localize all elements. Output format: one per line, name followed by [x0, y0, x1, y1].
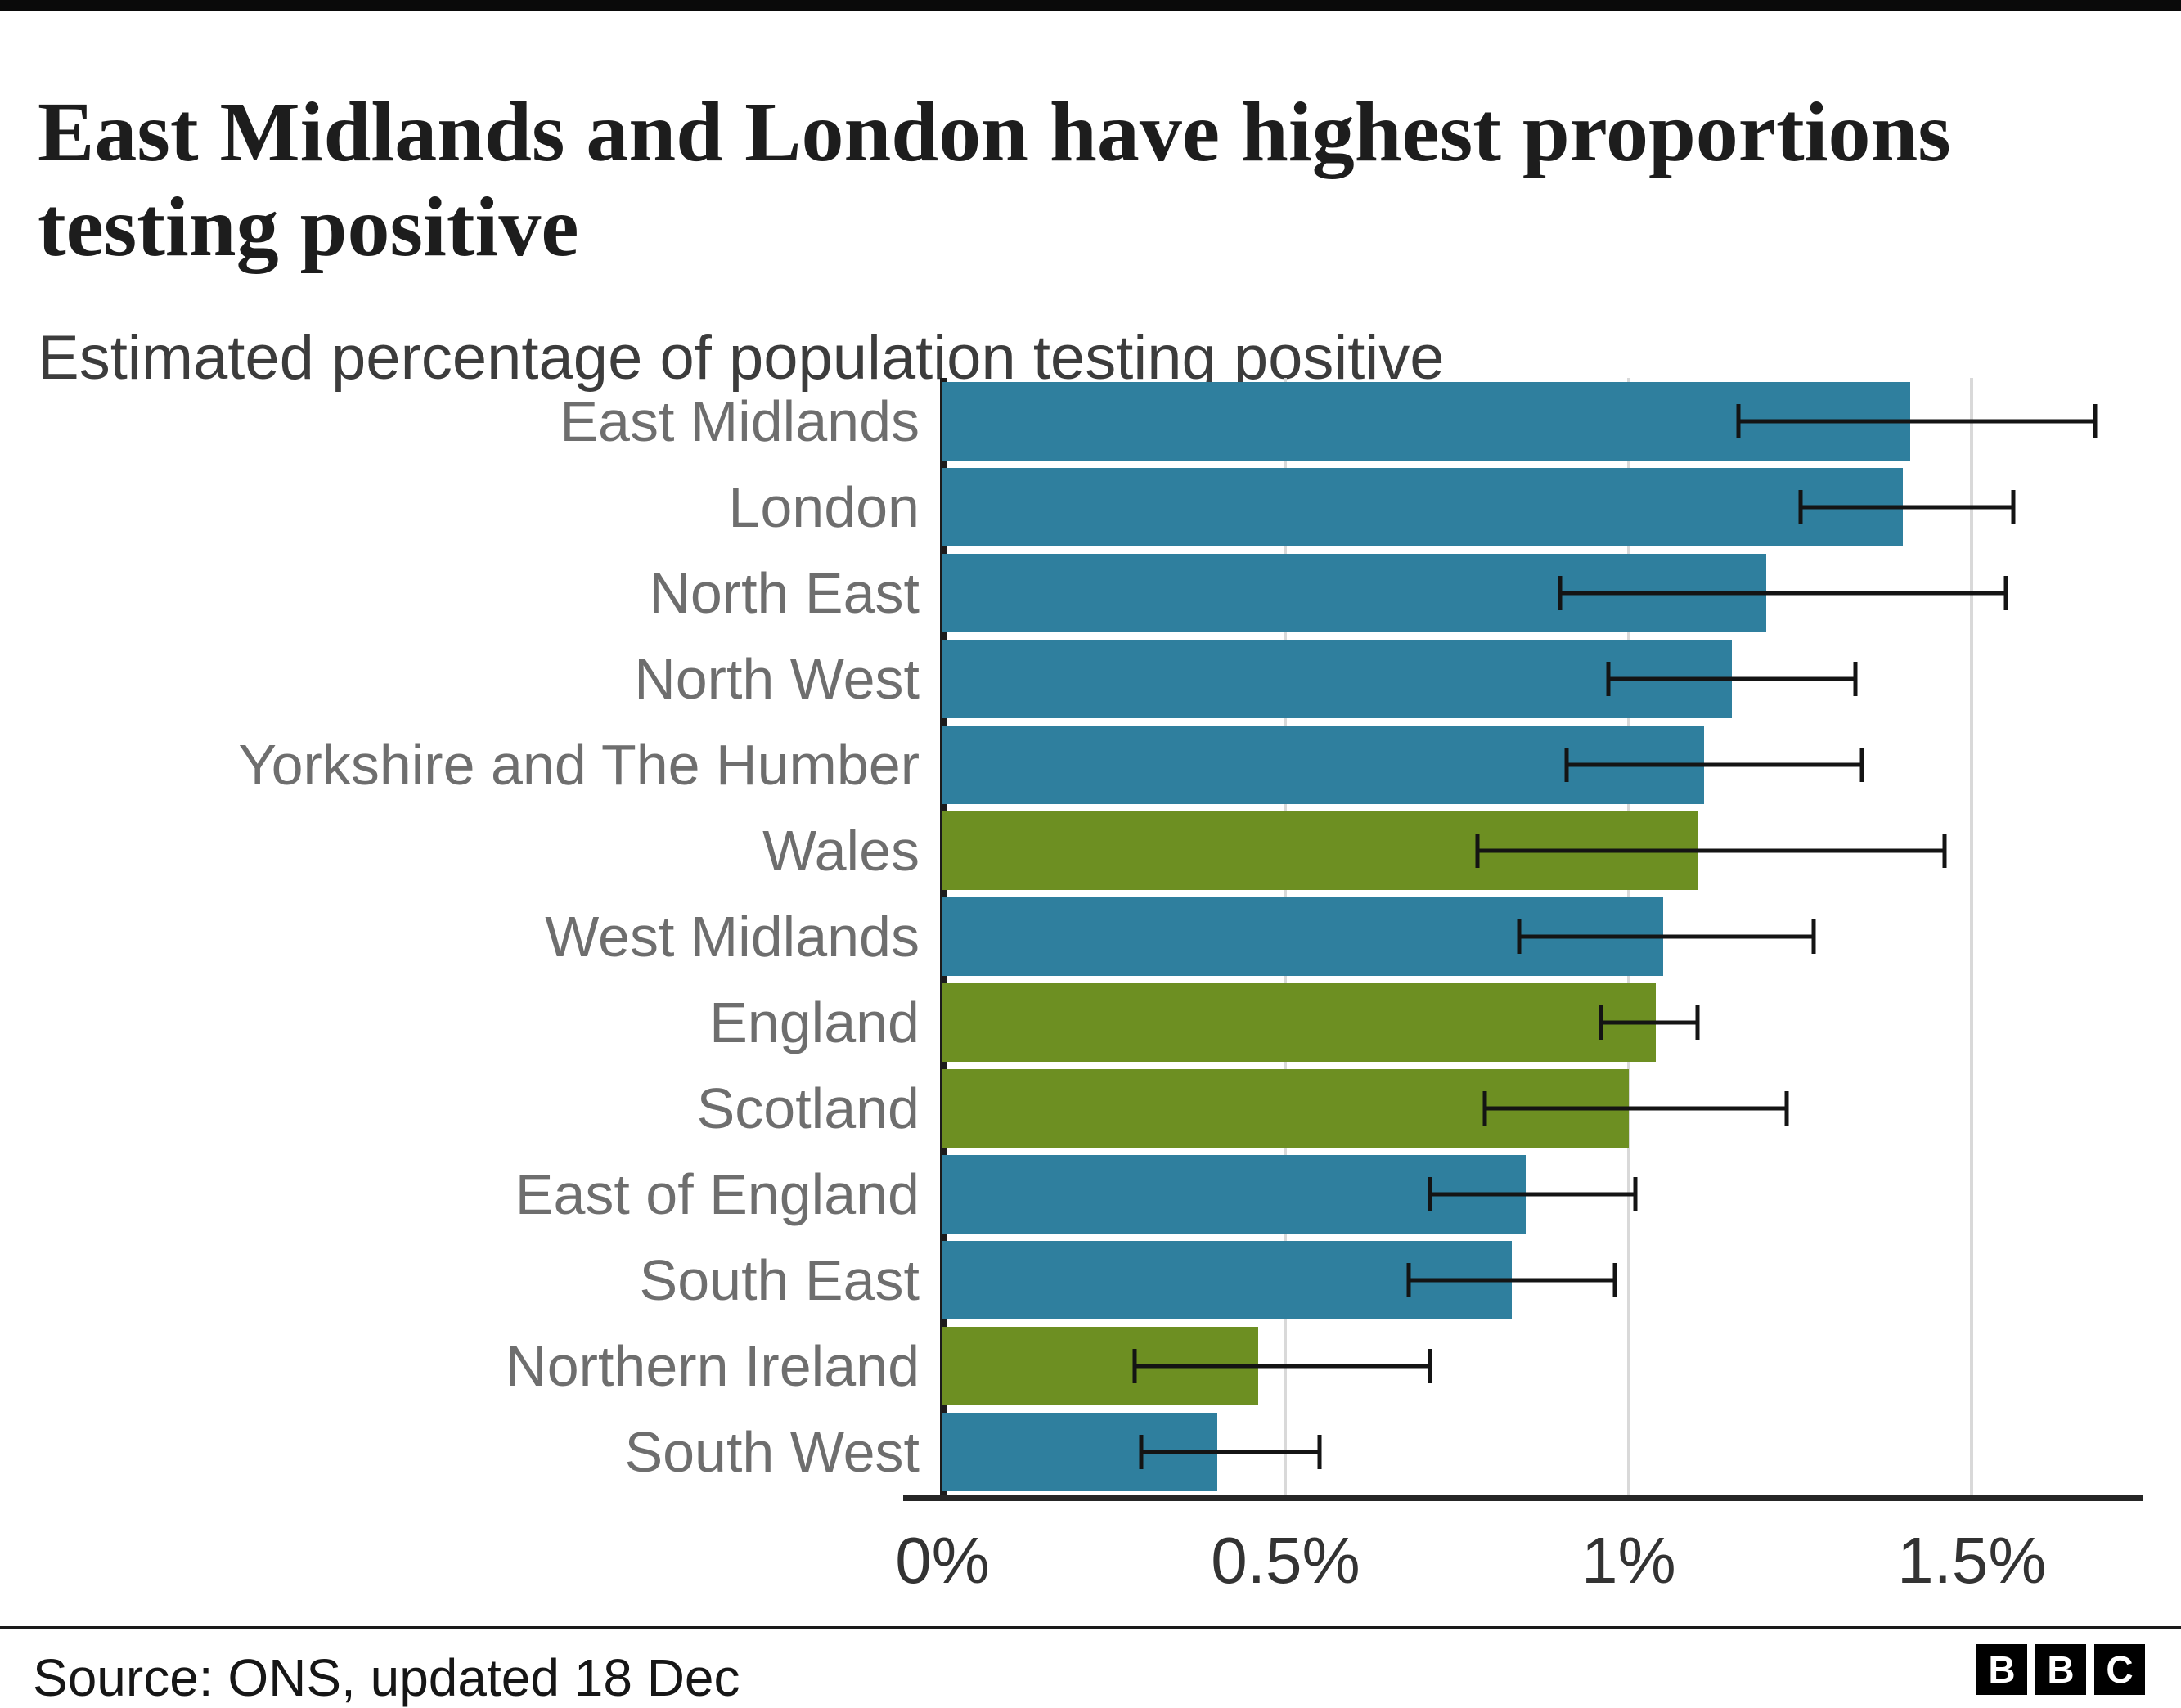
error-bar-cap [1859, 747, 1864, 782]
category-label: South East [639, 1247, 920, 1312]
chart-row: England [0, 979, 2143, 1065]
error-bar-cap [1798, 489, 1803, 524]
chart-row: London [0, 464, 2143, 550]
bar [942, 983, 1657, 1062]
plot-cell [942, 1409, 2143, 1494]
plot-cell [942, 550, 2143, 636]
error-bar-cap [1139, 1434, 1144, 1469]
chart-row: South West [0, 1409, 2143, 1494]
x-tick-label: 0% [895, 1524, 990, 1597]
error-bar-cap [1612, 1262, 1617, 1297]
error-bar [1518, 934, 1815, 938]
plot-cell [942, 464, 2143, 550]
chart-row: West Midlands [0, 893, 2143, 979]
bar-chart: East Midlands London North East North West Y… [0, 378, 2143, 1494]
error-bar-cap [1428, 1176, 1432, 1211]
error-bar-cap [1564, 747, 1569, 782]
x-axis-line [903, 1494, 2143, 1501]
plot-cell [942, 1323, 2143, 1409]
bbc-logo-block: B [1976, 1644, 2027, 1695]
error-bar-cap [1599, 1005, 1603, 1040]
chart-row: South East [0, 1237, 2143, 1323]
category-label: Yorkshire and The Humber [238, 732, 920, 797]
plot-cell [942, 893, 2143, 979]
error-bar-cap [1606, 661, 1611, 696]
category-label: Scotland [696, 1076, 920, 1140]
plot-cell [942, 1065, 2143, 1151]
bbc-logo-block: C [2094, 1644, 2145, 1695]
plot-cell [942, 636, 2143, 721]
error-bar-cap [1428, 1348, 1432, 1383]
error-bar [1608, 676, 1855, 681]
category-label: North West [634, 646, 920, 711]
plot-cell [942, 1237, 2143, 1323]
bbc-logo-block: B [2035, 1644, 2086, 1695]
error-bar-cap [2011, 489, 2016, 524]
error-bar-cap [1633, 1176, 1638, 1211]
error-bar [1567, 762, 1863, 766]
x-tick-label: 1% [1581, 1524, 1676, 1597]
error-bar [1800, 505, 2013, 509]
top-black-bar [0, 0, 2181, 11]
chart-row: Northern Ireland [0, 1323, 2143, 1409]
error-bar [1738, 419, 2096, 423]
chart-subtitle: Estimated percentage of population testi… [38, 323, 1445, 393]
bar [942, 468, 1904, 546]
error-bar-cap [2003, 575, 2008, 610]
error-bar-cap [1558, 575, 1563, 610]
error-bar-cap [2093, 403, 2098, 438]
chart-row: Scotland [0, 1065, 2143, 1151]
error-bar-cap [1942, 833, 1947, 868]
error-bar [1484, 1106, 1787, 1110]
plot-cell [942, 378, 2143, 464]
chart-rows: East Midlands London North East North West Y… [0, 378, 2143, 1494]
error-bar-cap [1406, 1262, 1411, 1297]
chart-row: North West [0, 636, 2143, 721]
chart-row: Wales [0, 807, 2143, 893]
x-tick-label: 0.5% [1211, 1524, 1360, 1597]
category-label: East Midlands [560, 389, 920, 453]
gridline [1970, 378, 1974, 1494]
chart-row: East Midlands [0, 378, 2143, 464]
category-label: Wales [762, 818, 920, 883]
chart-row: North East [0, 550, 2143, 636]
error-bar [1477, 848, 1945, 852]
category-label: South West [624, 1419, 920, 1484]
plot-cell [942, 1151, 2143, 1237]
chart-row: Yorkshire and The Humber [0, 721, 2143, 807]
error-bar [1141, 1450, 1320, 1454]
category-label: England [709, 990, 920, 1054]
error-bar-cap [1695, 1005, 1700, 1040]
plot-cell [942, 807, 2143, 893]
x-axis-ticks: 0% 0.5% 1% 1.5% [895, 1523, 2143, 1613]
error-bar-cap [1475, 833, 1480, 868]
footer-divider [0, 1626, 2181, 1629]
page-title: East Midlands and London have highest pr… [38, 84, 1951, 275]
error-bar-cap [1853, 661, 1858, 696]
error-bar-cap [1811, 919, 1816, 954]
plot-cell [942, 979, 2143, 1065]
chart-row: East of England [0, 1151, 2143, 1237]
plot-cell [942, 721, 2143, 807]
bar [942, 640, 1732, 718]
category-label: London [728, 474, 920, 539]
error-bar [1601, 1020, 1698, 1024]
category-label: West Midlands [545, 904, 920, 969]
error-bar-cap [1736, 403, 1741, 438]
category-label: North East [649, 560, 920, 625]
error-bar-cap [1517, 919, 1522, 954]
error-bar [1134, 1364, 1430, 1368]
error-bar [1559, 591, 2007, 595]
error-bar [1409, 1278, 1616, 1282]
error-bar-cap [1132, 1348, 1137, 1383]
category-label: East of England [515, 1162, 920, 1226]
source-credit: Source: ONS, updated 18 Dec [33, 1648, 740, 1707]
error-bar [1429, 1192, 1636, 1196]
category-label: Northern Ireland [506, 1333, 920, 1398]
error-bar-cap [1317, 1434, 1322, 1469]
x-tick-label: 1.5% [1897, 1524, 2047, 1597]
error-bar-cap [1482, 1090, 1487, 1126]
error-bar-cap [1784, 1090, 1789, 1126]
